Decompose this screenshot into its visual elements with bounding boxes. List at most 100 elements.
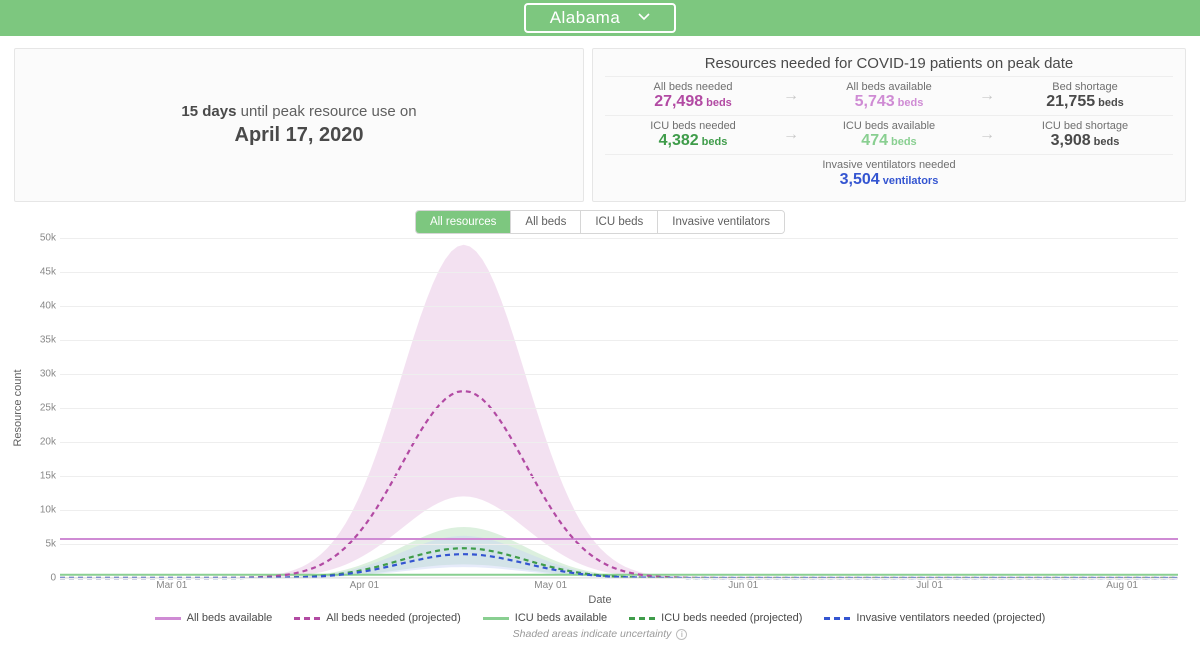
xtick-label: Aug 01 [1106,580,1138,591]
x-axis: Mar 01 Apr 01 May 01 Jun 01 Jul 01 Aug 01 [60,578,1178,594]
tab-invasive-ventilators[interactable]: Invasive ventilators [658,211,784,233]
resource-value-wrap: 4,382beds [605,132,781,150]
peak-date: April 17, 2020 [235,124,364,147]
chevron-down-icon [638,12,650,24]
ytick-label: 0 [50,573,56,584]
resource-value-wrap: 27,498beds [605,93,781,111]
tab-all-resources[interactable]: All resources [416,211,511,233]
gridline [60,510,1178,511]
legend-item: All beds needed (projected) [294,612,461,624]
legend-swatch [155,617,181,620]
resource-label: All beds available [801,81,977,93]
resource-value-wrap: 474beds [801,132,977,150]
gridline [60,238,1178,239]
ytick-label: 25k [40,403,56,414]
chart-legend: All beds available All beds needed (proje… [14,612,1186,624]
ytick-label: 40k [40,301,56,312]
ytick-label: 45k [40,267,56,278]
ventilator-row: Invasive ventilators needed 3,504ventila… [605,154,1173,193]
resources-rows: All beds needed27,498beds→All beds avail… [605,76,1173,154]
arrow-icon: → [977,126,997,144]
resource-label: All beds needed [605,81,781,93]
gridline [60,306,1178,307]
legend-label: ICU beds needed (projected) [661,612,802,624]
resource-unit: beds [1098,97,1124,109]
resources-panel: Resources needed for COVID-19 patients o… [592,48,1186,202]
resource-value: 3,908 [1051,132,1091,149]
legend-swatch [824,617,850,620]
gridline [60,476,1178,477]
header-bar: Alabama [0,0,1200,36]
legend-swatch [483,617,509,620]
resource-label: ICU beds available [801,120,977,132]
resource-value: 27,498 [654,93,703,110]
resource-cell: ICU beds available474beds [801,120,977,150]
tab-all-beds[interactable]: All beds [511,211,581,233]
ventilator-unit: ventilators [883,175,939,187]
xtick-label: Mar 01 [156,580,187,591]
resource-cell: All beds available5,743beds [801,81,977,111]
legend-label: Invasive ventilators needed (projected) [856,612,1045,624]
ytick-label: 35k [40,335,56,346]
state-dropdown[interactable]: Alabama [524,3,677,33]
resource-row: ICU beds needed4,382beds→ICU beds availa… [605,115,1173,154]
gridline [60,408,1178,409]
resource-cell: ICU beds needed4,382beds [605,120,781,150]
y-axis-label: Resource count [12,369,24,446]
resource-row: All beds needed27,498beds→All beds avail… [605,76,1173,115]
resource-label: Bed shortage [997,81,1173,93]
resource-unit: beds [702,136,728,148]
chart-area: Resource count 05k10k15k20k25k30k35k40k4… [14,238,1186,578]
resource-value: 4,382 [659,132,699,149]
resource-value: 5,743 [855,93,895,110]
ventilator-value: 3,504 [840,171,880,188]
arrow-icon: → [781,126,801,144]
gridline [60,272,1178,273]
resource-label: ICU beds needed [605,120,781,132]
arrow-icon: → [781,87,801,105]
gridline [60,374,1178,375]
ytick-label: 15k [40,471,56,482]
chart-plot[interactable]: 05k10k15k20k25k30k35k40k45k50k [60,238,1178,578]
legend-item: All beds available [155,612,273,624]
footnote-text: Shaded areas indicate uncertainty [513,628,672,640]
ventilator-value-wrap: 3,504ventilators [605,171,1173,189]
xtick-label: Apr 01 [350,580,379,591]
resource-cell: ICU bed shortage3,908beds [997,120,1173,150]
chart-footnote: Shaded areas indicate uncertainty i [14,628,1186,640]
ytick-label: 50k [40,233,56,244]
resource-unit: beds [898,97,924,109]
tab-icu-beds[interactable]: ICU beds [581,211,658,233]
xtick-label: Jul 01 [916,580,943,591]
ytick-label: 30k [40,369,56,380]
legend-label: ICU beds available [515,612,607,624]
legend-swatch [629,617,655,620]
resource-cell: All beds needed27,498beds [605,81,781,111]
state-dropdown-label: Alabama [550,8,621,28]
ytick-label: 5k [45,539,56,550]
peak-suffix: until peak resource use on [236,103,416,120]
gridline [60,442,1178,443]
gridline [60,340,1178,341]
resources-title: Resources needed for COVID-19 patients o… [605,55,1173,72]
ventilator-label: Invasive ventilators needed [605,159,1173,171]
peak-panel: 15 days until peak resource use on April… [14,48,584,202]
gridline [60,544,1178,545]
tab-group: All resourcesAll bedsICU bedsInvasive ve… [415,210,785,234]
ventilator-cell: Invasive ventilators needed 3,504ventila… [605,159,1173,189]
x-axis-label: Date [14,594,1186,606]
ytick-label: 20k [40,437,56,448]
main-content: 15 days until peak resource use on April… [0,36,1200,646]
resource-value: 21,755 [1046,93,1095,110]
xtick-label: Jun 01 [728,580,758,591]
resource-unit: beds [891,136,917,148]
xtick-label: May 01 [534,580,567,591]
resource-value-wrap: 5,743beds [801,93,977,111]
resource-value: 474 [861,132,888,149]
resource-unit: beds [706,97,732,109]
legend-label: All beds available [187,612,273,624]
resource-value-wrap: 21,755beds [997,93,1173,111]
ytick-label: 10k [40,505,56,516]
info-icon[interactable]: i [676,629,687,640]
summary-panels: 15 days until peak resource use on April… [14,48,1186,202]
